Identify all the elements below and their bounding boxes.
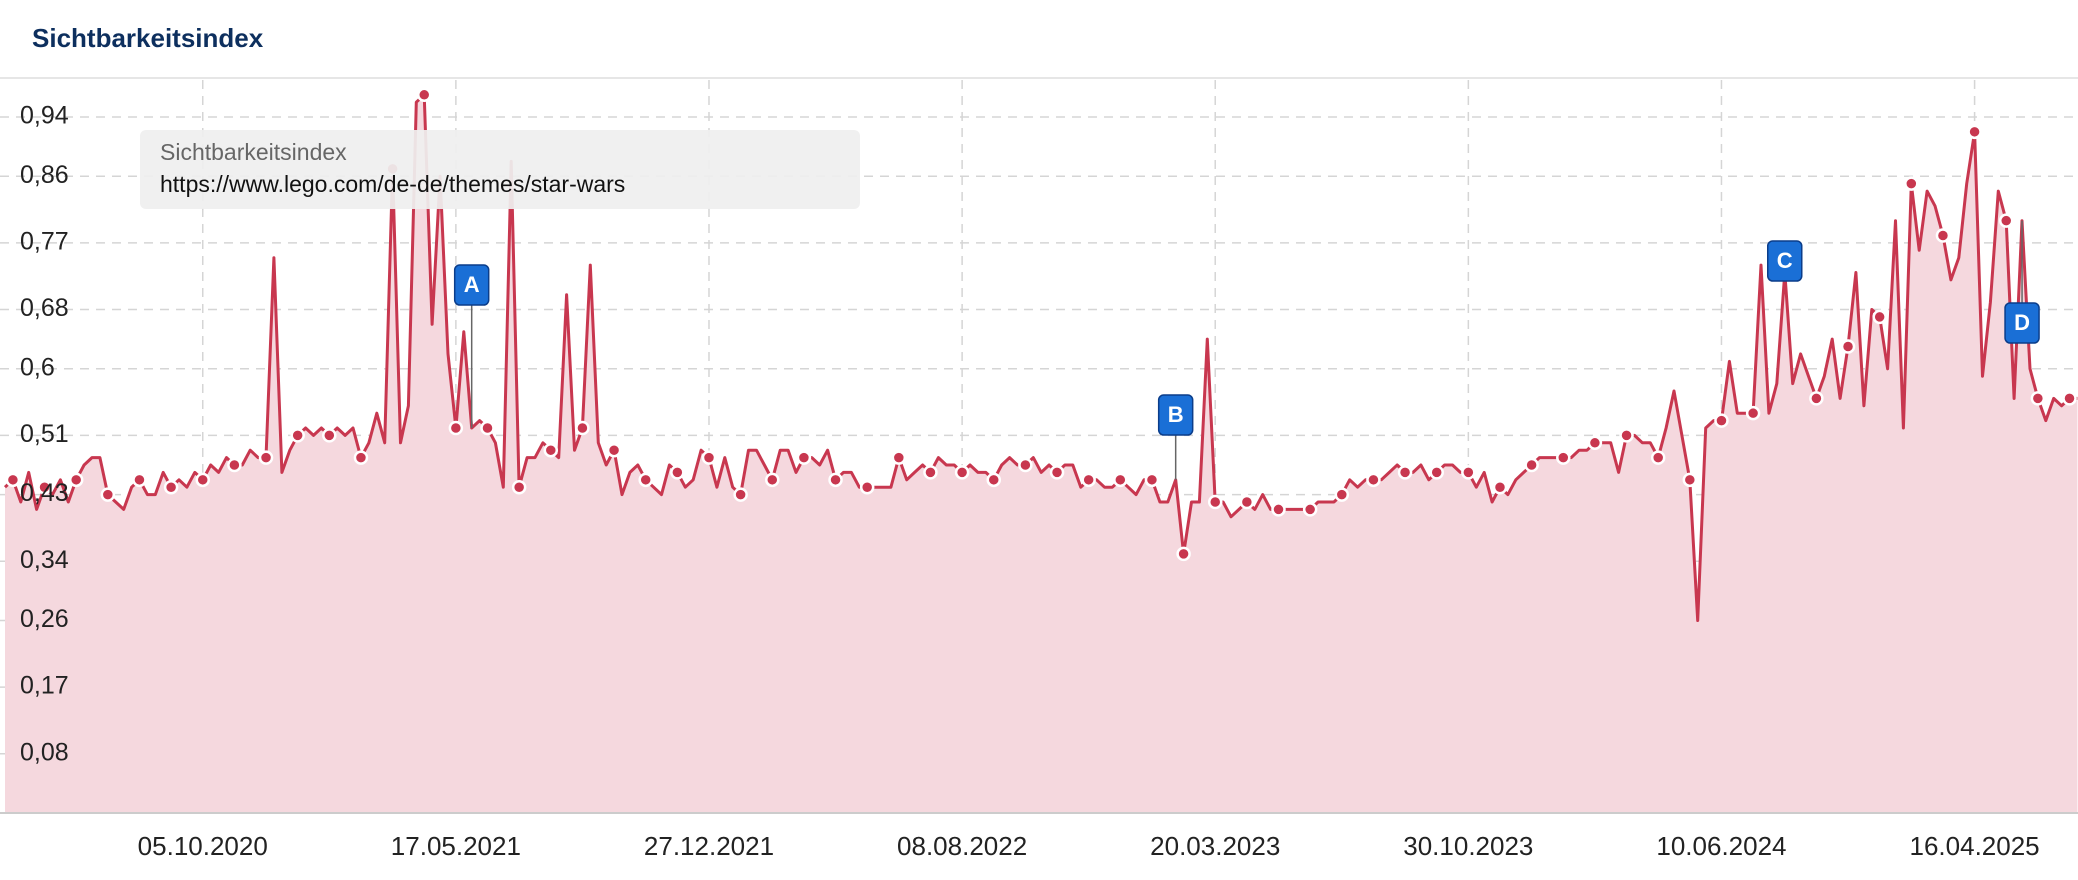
- annotation-label: D: [2014, 310, 2030, 335]
- point: [1366, 472, 1381, 488]
- point: [68, 472, 84, 488]
- area: [5, 94, 2078, 814]
- x-tick-label: 27.12.2021: [644, 831, 774, 861]
- x-tick-label: 08.08.2022: [897, 831, 1027, 861]
- point: [1461, 465, 1476, 480]
- legend-box: [140, 130, 860, 209]
- x-tick-label: 30.10.2023: [1403, 831, 1533, 861]
- point: [1967, 124, 1982, 140]
- y-tick-label: 0,17: [20, 672, 69, 700]
- annotation-label: C: [1777, 248, 1793, 273]
- annotation-flag: [2004, 302, 2040, 344]
- point: [575, 420, 590, 436]
- point: [1113, 472, 1128, 488]
- point: [1207, 494, 1223, 510]
- y-tick-label: 0,68: [20, 294, 69, 322]
- point: [1144, 472, 1160, 488]
- point: [1524, 457, 1539, 473]
- point: [543, 442, 559, 458]
- y-tick-label: 0,34: [20, 546, 69, 574]
- point: [1334, 487, 1350, 502]
- plot-area: 0,08 0,17 0,26 0,34 0,43 0,51 0,6 0,68 0,77 0,86 0…: [0, 80, 2078, 861]
- x-tick-label: 10.06.2024: [1656, 831, 1786, 861]
- point: [163, 479, 179, 495]
- y-tick-label: 0,51: [20, 420, 69, 448]
- y-tick-label: 0,94: [20, 102, 69, 130]
- point: [1081, 472, 1096, 488]
- point: [638, 472, 653, 488]
- y-tick-label: 0,43: [20, 479, 69, 507]
- point: [448, 420, 464, 436]
- y-tick-label: 0,08: [20, 738, 69, 766]
- x-tick-label: 16.04.2025: [1910, 831, 2040, 861]
- y-tick-label: 0,86: [20, 161, 69, 189]
- line: [3, 93, 2078, 622]
- point: [511, 479, 527, 495]
- point: [290, 428, 305, 443]
- point: [1872, 309, 1887, 325]
- point: [733, 487, 748, 502]
- point: [227, 457, 242, 473]
- x-tick-label: 17.05.2021: [391, 831, 521, 861]
- point: [828, 472, 843, 488]
- annotation-flag: [1157, 394, 1194, 436]
- point: [1998, 213, 2014, 228]
- point: [258, 450, 274, 465]
- x-tick-label: 20.03.2023: [1150, 831, 1280, 861]
- point: [100, 487, 116, 502]
- point: [353, 450, 369, 465]
- annotation-label: B: [1168, 402, 1184, 427]
- point: [1302, 502, 1318, 517]
- point: [1840, 339, 1856, 354]
- point: [1556, 450, 1571, 465]
- legend-entry: https://www.lego.com/de-de/themes/star-w…: [160, 171, 625, 197]
- point: [416, 87, 432, 103]
- point: [1049, 465, 1065, 480]
- annotation-label: A: [464, 272, 480, 297]
- point: [480, 420, 495, 436]
- point: [1809, 391, 1824, 406]
- point: [859, 479, 875, 495]
- point: [37, 479, 52, 495]
- point: [1176, 546, 1191, 562]
- point: [1018, 457, 1033, 473]
- point: [1239, 494, 1255, 510]
- annotation-flag: [453, 264, 490, 306]
- point: [701, 450, 717, 465]
- point: [1492, 479, 1508, 495]
- point: [606, 442, 622, 458]
- y-tick-label: 0,77: [20, 227, 69, 255]
- point: [1397, 465, 1413, 480]
- point: [195, 472, 210, 488]
- point: [954, 465, 970, 480]
- point: [891, 450, 907, 465]
- point: [2030, 391, 2046, 406]
- point: [1271, 502, 1286, 517]
- point: [765, 472, 780, 488]
- point: [322, 428, 337, 443]
- point: [670, 465, 685, 480]
- point: [1935, 228, 1951, 243]
- point: [1587, 435, 1603, 451]
- point: [5, 472, 21, 488]
- point: [796, 450, 812, 465]
- point: [923, 465, 938, 480]
- legend-title: Sichtbarkeitsindex: [160, 139, 347, 165]
- x-tick-label: 05.10.2020: [138, 831, 268, 861]
- y-tick-label: 0,26: [20, 605, 69, 633]
- point: [1429, 465, 1444, 480]
- y-tick-label: 0,6: [20, 353, 55, 381]
- point: [1745, 405, 1761, 421]
- point: [1682, 472, 1698, 488]
- point: [986, 472, 1001, 488]
- point: [2062, 391, 2077, 406]
- point: [1714, 413, 1729, 428]
- point: [1650, 450, 1666, 465]
- annotation-flag: [1767, 240, 1803, 282]
- point: [132, 472, 147, 488]
- chart-title: Sichtbarkeitsindex: [32, 23, 264, 53]
- point: [1619, 428, 1634, 443]
- point: [1904, 176, 1919, 191]
